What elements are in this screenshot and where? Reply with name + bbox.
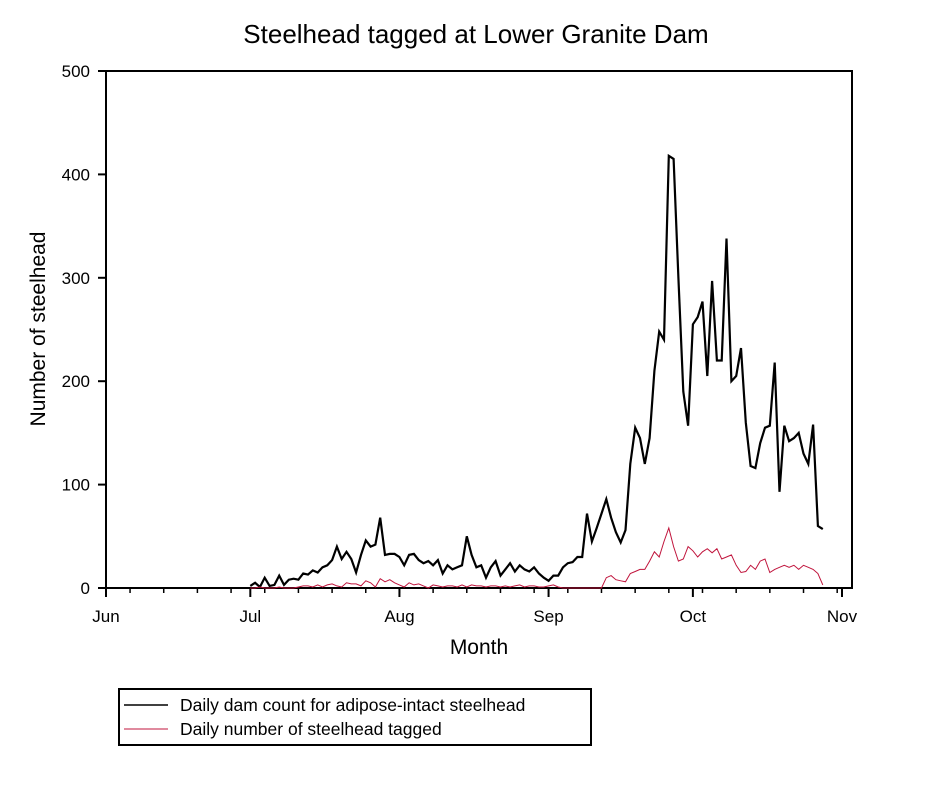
series-layer [249, 153, 824, 589]
legend-label-tagged: Daily number of steelhead tagged [180, 719, 442, 739]
y-tick-label: 0 [81, 579, 90, 598]
x-tick-label: Nov [827, 607, 858, 626]
plot-frame [105, 70, 853, 589]
x-tick-label: Jul [239, 607, 261, 626]
y-axis: 0 100 200 300 400 500 [62, 62, 106, 598]
legend: Daily dam count for adipose-intact steel… [118, 688, 592, 746]
series-line-tagged [250, 526, 824, 589]
y-tick-label: 500 [62, 62, 90, 81]
legend-label-dam-count: Daily dam count for adipose-intact steel… [180, 695, 525, 715]
y-axis-label: Number of steelhead [27, 232, 50, 427]
x-tick-label: Jun [92, 607, 119, 626]
x-axis-label: Month [450, 636, 508, 659]
y-tick-label: 400 [62, 165, 90, 184]
x-tick-label: Aug [384, 607, 414, 626]
y-tick-label: 300 [62, 269, 90, 288]
legend-box [118, 688, 592, 746]
y-tick-label: 100 [62, 476, 90, 495]
x-axis: Jun Jul Aug Sep Oct Nov [92, 588, 858, 626]
plot-border [105, 70, 853, 589]
y-tick-label: 200 [62, 372, 90, 391]
x-tick-label: Oct [680, 607, 707, 626]
x-tick-label: Sep [533, 607, 563, 626]
series-line-dam-count [249, 153, 824, 589]
chart-title: Steelhead tagged at Lower Granite Dam [243, 19, 708, 49]
